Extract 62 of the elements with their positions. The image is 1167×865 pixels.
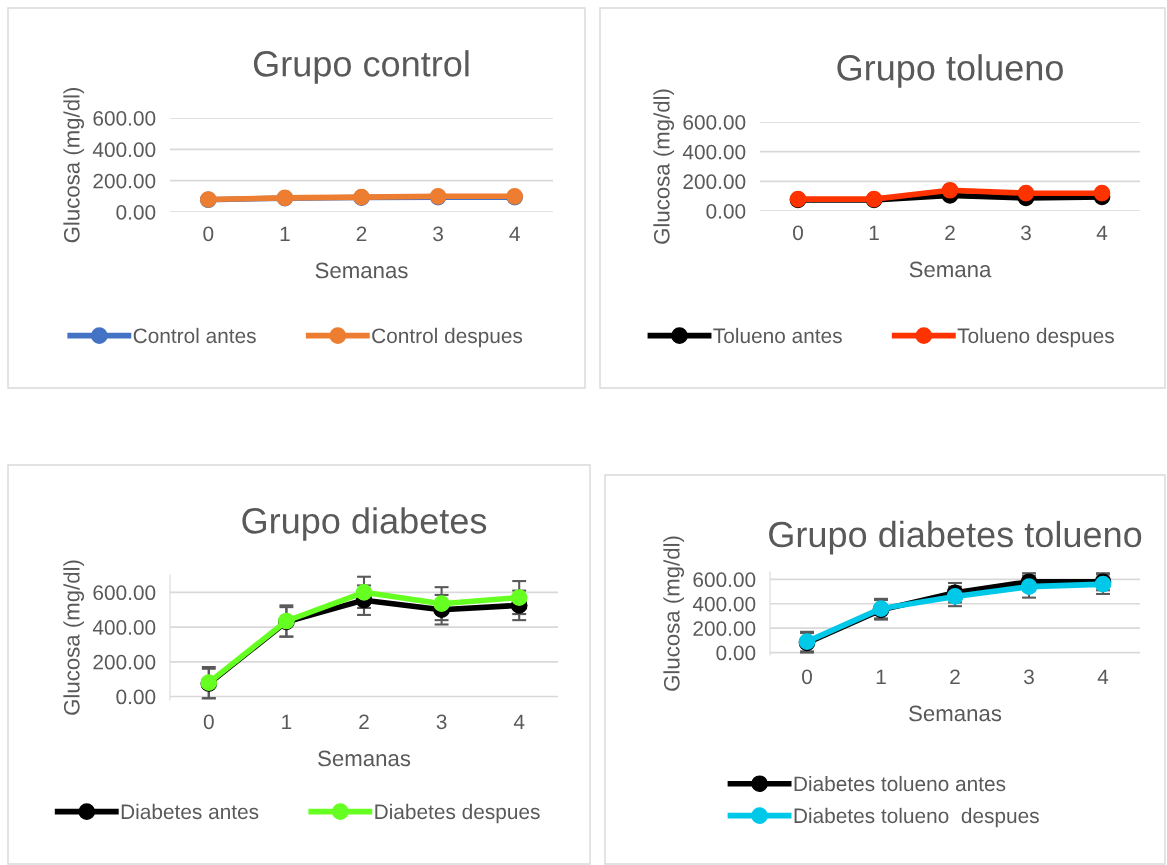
y-axis-title: Glucosa (mg/dl) (663, 536, 685, 691)
y-tick-label: 600.00 (93, 111, 156, 126)
y-tick-label: 400.00 (92, 142, 156, 158)
y-axis-title: Glucosa (mg/dl) (63, 87, 85, 243)
legend-label: Control antes (133, 327, 256, 344)
legend-label: Tolueno despues (957, 327, 1114, 348)
x-tick-label: 1 (282, 714, 292, 729)
legend-label: Diabetes tolueno despues (794, 807, 1039, 828)
y-tick-label: 200.00 (93, 654, 156, 670)
point (433, 595, 450, 612)
x-tick-label: 0 (793, 225, 803, 241)
x-tick-label: 2 (950, 669, 960, 684)
y-tick-label: 200.00 (93, 173, 156, 189)
point (1093, 184, 1111, 202)
x-axis-title: Semanas (318, 750, 411, 767)
y-tick-label: 0.00 (116, 689, 156, 705)
x-tick-label: 3 (1021, 225, 1031, 241)
y-axis-title: Glucosa (mg/dl) (63, 560, 85, 715)
y-tick-label: 200.00 (693, 621, 756, 636)
x-tick-label: 4 (1097, 669, 1109, 684)
x-tick-label: 3 (436, 714, 447, 730)
x-tick-label: 0 (802, 669, 812, 685)
legend-label: Control despues (372, 327, 523, 348)
x-tick-label: 1 (869, 225, 879, 240)
x-tick-label: 2 (356, 226, 367, 241)
point (1017, 184, 1035, 202)
y-tick-label: 400.00 (692, 596, 756, 612)
y-tick-label: 400.00 (682, 144, 746, 160)
y-tick-label: 600.00 (683, 115, 746, 130)
chart-title: Grupo diabetes (242, 507, 487, 541)
y-tick-label: 600.00 (93, 585, 156, 601)
chart-title: Grupo tolueno (837, 54, 1063, 88)
x-tick-label: 4 (1096, 225, 1108, 240)
x-axis-title: Semanas (909, 705, 1002, 722)
legend-label: Diabetes tolueno antes (794, 775, 1006, 792)
y-tick-label: 600.00 (693, 572, 756, 588)
chart-title: Grupo diabetes tolueno (769, 520, 1142, 555)
y-tick-label: 0.00 (716, 645, 756, 661)
x-tick-label: 1 (876, 669, 886, 684)
x-tick-label: 4 (513, 714, 525, 729)
y-tick-label: 200.00 (683, 174, 746, 190)
y-tick-label: 0.00 (116, 205, 156, 220)
x-tick-label: 0 (203, 226, 214, 242)
x-tick-label: 3 (1024, 669, 1034, 685)
x-tick-label: 4 (509, 226, 520, 241)
point (941, 181, 959, 199)
x-tick-label: 2 (359, 714, 369, 729)
y-axis-title: Glucosa (mg/dl) (653, 89, 675, 244)
x-tick-label: 3 (433, 226, 443, 242)
chart-title: Grupo control (253, 50, 469, 84)
y-tick-label: 400.00 (92, 620, 156, 635)
legend-label: Tolueno antes (713, 327, 842, 344)
x-axis-title: Semanas (315, 262, 408, 279)
point (355, 584, 373, 601)
x-tick-label: 0 (203, 714, 214, 730)
x-tick-label: 1 (280, 226, 290, 241)
x-axis-title: Semana (909, 261, 992, 278)
y-tick-label: 0.00 (706, 204, 746, 219)
legend-label: Diabetes despues (375, 803, 540, 824)
legend-label: Diabetes antes (121, 803, 259, 820)
x-tick-label: 2 (945, 225, 955, 240)
point (510, 589, 528, 606)
